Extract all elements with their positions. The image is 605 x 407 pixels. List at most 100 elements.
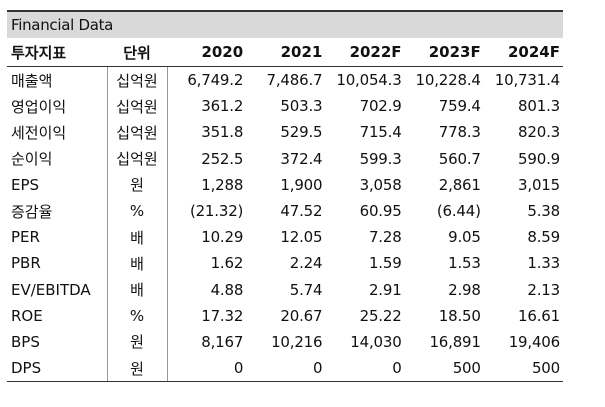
row-value: 3,015 (518, 175, 560, 194)
header-year-2021: 2021 (246, 38, 326, 67)
table-row: BPS 원 8,167 10,216 14,030 16,891 19,406 (7, 328, 563, 356)
row-unit: 십억원 (107, 66, 168, 94)
header-year-2022f: 2022F (325, 38, 405, 67)
table-row: ROE% 17.32 20.67 25.22 18.50 16.61 (7, 302, 563, 329)
row-value: 252.5 (201, 149, 244, 168)
row-value: 8.59 (527, 228, 560, 247)
table-row: EPS 원 1,288 1,900 3,058 2,861 3,015 (7, 171, 563, 198)
row-unit: 원 (107, 171, 168, 198)
row-value: 10,731.4 (494, 71, 560, 90)
row-value: 10.29 (201, 228, 244, 247)
row-value: 20.67 (280, 306, 323, 325)
row-value: 60.95 (359, 202, 402, 221)
row-label: 세전이익 (7, 119, 108, 146)
table-row: 순이익 십억원 252.5 372.4 599.3 560.7 590.9 (7, 145, 563, 172)
row-unit: 십억원 (107, 119, 168, 146)
row-value: 0 (167, 355, 247, 383)
row-value: 759.4 (438, 97, 481, 116)
row-value: 715.4 (359, 123, 402, 142)
row-value: 0 (246, 355, 326, 383)
row-value: 14,030 (350, 332, 402, 351)
row-value: 10,054.3 (336, 71, 402, 90)
row-unit: 십억원 (107, 93, 168, 120)
row-value: 778.3 (438, 123, 481, 142)
row-value: 599.3 (359, 149, 402, 168)
row-value: 820.3 (518, 123, 560, 142)
row-value: 1.59 (368, 254, 402, 273)
row-value: 801.3 (518, 97, 560, 116)
row-value: 503.3 (280, 97, 323, 116)
row-value: 590.9 (518, 149, 560, 168)
table-row: 매출액 십억원 6,749.2 7,486.7 10,054.3 10,228.4 10,7… (7, 66, 563, 94)
row-label: EPS (7, 171, 108, 198)
row-unit: % (107, 302, 168, 329)
header-year-2023f: 2023F (404, 38, 484, 67)
table-row: PER 배 10.29 12.05 7.28 9.05 8.59 (7, 224, 563, 251)
row-value: 47.52 (280, 202, 323, 221)
row-value: 10,228.4 (415, 71, 481, 90)
header-indicator: 투자지표 (7, 38, 107, 67)
header-row: 투자지표 단위 2020 2021 2022F 2023F 2024F (7, 38, 563, 67)
row-label: PER (7, 224, 108, 251)
row-value: 10,216 (271, 332, 323, 351)
row-value: (6.44) (436, 202, 481, 221)
row-value: 702.9 (359, 97, 402, 116)
row-value: 1,900 (280, 175, 323, 194)
table-row: EV/EBITDA 배 4.88 5.74 2.91 2.98 2.13 (7, 276, 563, 303)
row-value: 17.32 (201, 306, 244, 325)
row-value: 0 (325, 355, 405, 383)
row-value: 8,167 (201, 332, 244, 351)
row-value: 1,288 (201, 175, 244, 194)
row-label: EV/EBITDA (7, 276, 108, 303)
row-value: 9.05 (448, 228, 481, 247)
row-value: 560.7 (438, 149, 481, 168)
row-value: 12.05 (280, 228, 323, 247)
row-label: 영업이익 (7, 93, 108, 120)
row-value: 1.62 (210, 254, 244, 273)
row-value: 25.22 (359, 306, 402, 325)
header-year-2020: 2020 (167, 38, 247, 67)
row-unit: % (107, 197, 168, 225)
row-value: 3,058 (359, 175, 402, 194)
financial-table: 투자지표 단위 2020 2021 2022F 2023F 2024F 매출액 십… (7, 38, 563, 383)
row-value: 5.74 (289, 280, 323, 299)
table-row: 영업이익 십억원 361.2 503.3 702.9 759.4 801.3 (7, 93, 563, 120)
row-value: 529.5 (280, 123, 323, 142)
row-value: 500 (483, 355, 563, 383)
panel-title: Financial Data (7, 10, 563, 38)
row-value: 361.2 (201, 97, 244, 116)
row-value: 7,486.7 (266, 71, 323, 90)
row-value: 2.98 (448, 280, 481, 299)
header-year-2024f: 2024F (483, 38, 563, 67)
row-label: 순이익 (7, 145, 108, 172)
row-value: 2.13 (527, 280, 560, 299)
row-unit: 십억원 (107, 145, 168, 172)
table-row: 세전이익 십억원 351.8 529.5 715.4 778.3 820.3 (7, 119, 563, 146)
row-value: 6,749.2 (187, 71, 244, 90)
row-value: 16,891 (429, 332, 481, 351)
row-value: 2,861 (438, 175, 481, 194)
row-label: 증감율 (7, 197, 108, 225)
header-unit: 단위 (107, 38, 167, 67)
row-unit: 원 (107, 355, 168, 383)
row-value: 372.4 (280, 149, 323, 168)
row-label: 매출액 (7, 66, 108, 94)
row-unit: 배 (107, 250, 168, 277)
financial-data-panel: Financial Data 투자지표 단위 2020 2021 2022F 2… (7, 10, 563, 383)
row-unit: 원 (107, 328, 168, 356)
row-unit: 배 (107, 276, 168, 303)
row-value: 1.53 (448, 254, 481, 273)
row-value: 2.24 (289, 254, 323, 273)
row-label: BPS (7, 328, 108, 356)
table-row: DPS 원 0 0 0 500 500 (7, 355, 563, 383)
row-value: 19,406 (508, 332, 560, 351)
row-label: DPS (7, 355, 108, 383)
row-value: 351.8 (201, 123, 244, 142)
row-value: (21.32) (189, 202, 244, 221)
row-value: 18.50 (438, 306, 481, 325)
row-value: 7.28 (368, 228, 402, 247)
row-value: 500 (404, 355, 484, 383)
row-value: 2.91 (368, 280, 402, 299)
row-label: ROE (7, 302, 108, 329)
table-body: 매출액 십억원 6,749.2 7,486.7 10,054.3 10,228.4 10,7… (7, 66, 563, 383)
